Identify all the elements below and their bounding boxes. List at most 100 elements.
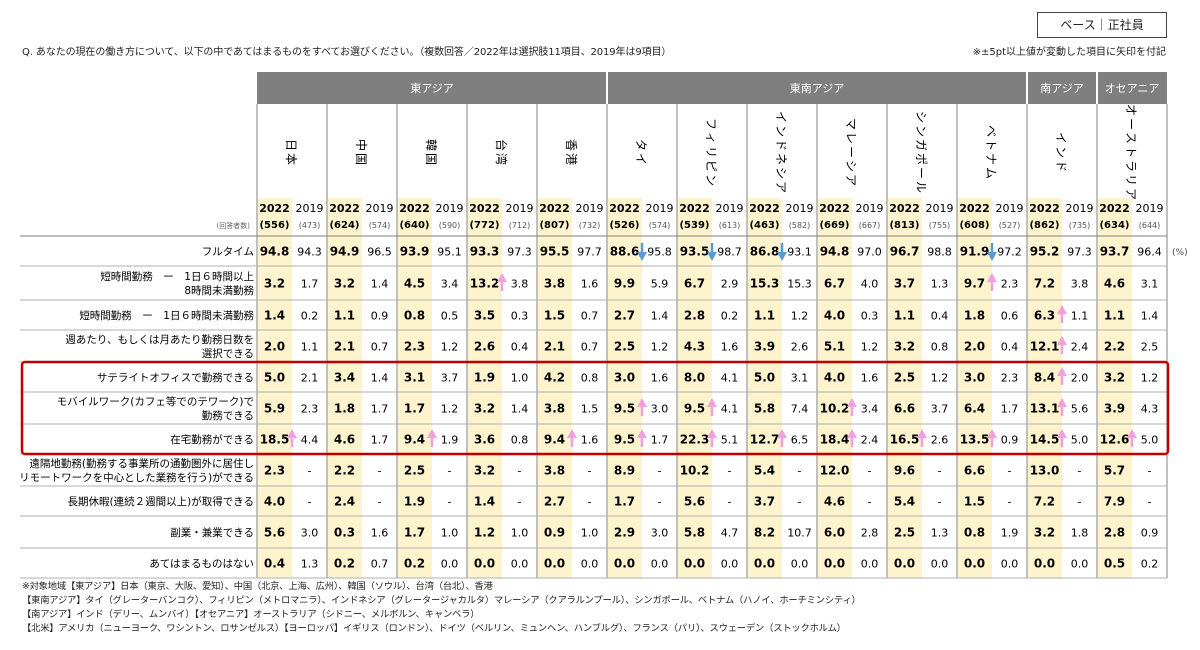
year-label-2022: 2022 (959, 202, 990, 215)
value-2019: 0.9 (1001, 434, 1019, 447)
respondents-2019: (590) (439, 221, 461, 230)
row-label: 遠隔地勤務(勤務する事業所の通勤圏外に居住し (29, 457, 254, 470)
value-2022: 8.2 (754, 526, 775, 540)
value-2022: 1.8 (334, 402, 355, 416)
country-label-char: ィ (704, 132, 718, 144)
year-label-2022: 2022 (399, 202, 430, 215)
value-2019: 1.7 (371, 434, 389, 447)
respondents-2019: (755) (929, 221, 951, 230)
value-2022: 2.8 (1104, 526, 1125, 540)
value-2019: 2.8 (861, 527, 879, 540)
value-2019: - (588, 496, 592, 509)
value-2022: 0.0 (474, 557, 495, 571)
value-2019: 0.8 (511, 434, 529, 447)
value-2019: 1.2 (441, 403, 459, 416)
respondents-2022: (772) (469, 220, 499, 231)
value-2019: 0.0 (1071, 558, 1089, 571)
country-label-char: イ (1054, 132, 1068, 144)
value-2022: 94.9 (330, 245, 360, 259)
value-2022: 10.2 (820, 402, 850, 416)
value-2022: 9.9 (614, 277, 635, 291)
value-2019: 0.2 (1141, 558, 1159, 571)
arrow-note: ※±5pt以上値が変動した項目に矢印を付記 (972, 47, 1166, 58)
value-2022: 5.8 (754, 402, 775, 416)
country-label-char: ア (774, 181, 788, 193)
value-2022: 3.8 (544, 277, 565, 291)
country-label-char: フ (704, 118, 718, 130)
value-2019: 1.6 (371, 527, 389, 540)
region-header-bg (257, 72, 607, 104)
value-2022: 3.2 (264, 277, 285, 291)
value-2019: - (658, 465, 662, 478)
value-2022: 3.8 (544, 402, 565, 416)
value-2022: 2.5 (894, 371, 915, 385)
arrow-up-icon (707, 398, 717, 407)
value-2022: 9.4 (404, 433, 425, 447)
value-2019: 2.6 (931, 434, 949, 447)
value-2022: 10.2 (680, 464, 710, 478)
value-2022: 3.8 (544, 464, 565, 478)
value-2019: 0.6 (1001, 310, 1019, 323)
respondents-2019: (732) (579, 221, 601, 230)
respondents-2019: (574) (649, 221, 671, 230)
value-2022: 12.6 (1100, 433, 1130, 447)
value-2019: 1.2 (1141, 372, 1159, 385)
value-2022: 95.2 (1030, 245, 1060, 259)
col-2022-shade (328, 198, 362, 578)
value-2019: 0.4 (1001, 341, 1019, 354)
arrow-up-icon (497, 273, 507, 282)
value-2022: 2.5 (894, 526, 915, 540)
value-2019: 0.2 (721, 310, 739, 323)
value-2022: 2.4 (334, 495, 355, 509)
value-2022: 5.6 (264, 526, 285, 540)
col-2022-shade (748, 198, 782, 578)
value-2019: 0.0 (791, 558, 809, 571)
value-2022: 91.9 (960, 245, 990, 259)
value-2019: 1.4 (1141, 310, 1159, 323)
value-2022: 0.0 (1034, 557, 1055, 571)
respondents-2022: (539) (679, 220, 709, 231)
value-2019: 1.4 (371, 372, 389, 385)
value-2022: 2.8 (684, 309, 705, 323)
value-2019: 2.3 (1001, 372, 1019, 385)
value-2022: 2.3 (264, 464, 285, 478)
value-2019: - (1008, 465, 1012, 478)
row-label: 在宅勤務ができる (170, 433, 254, 446)
respondents-2022: (634) (1099, 220, 1129, 231)
value-2022: 8.4 (1034, 371, 1055, 385)
value-2019: 6.5 (791, 434, 809, 447)
year-label-2019: 2019 (786, 202, 814, 215)
country-label-char: ン (914, 125, 928, 137)
value-2019: - (938, 465, 942, 478)
country-label-char: 台 (494, 139, 509, 151)
arrow-up-icon (1057, 367, 1067, 376)
year-label-2019: 2019 (296, 202, 324, 215)
value-2022: 0.0 (684, 557, 705, 571)
value-2022: 5.0 (264, 371, 285, 385)
value-2022: 1.7 (404, 402, 425, 416)
value-2019: - (378, 496, 382, 509)
value-2019: 7.4 (791, 403, 809, 416)
country-label-char: ア (844, 174, 858, 186)
country-label-char: リ (1124, 174, 1138, 186)
row-label: サテライトオフィスで勤務できる (97, 371, 254, 384)
value-2019: 1.4 (511, 403, 529, 416)
value-2019: 1.2 (441, 341, 459, 354)
arrow-up-icon (1127, 429, 1137, 438)
region-header-bg (1027, 72, 1097, 104)
value-2022: 3.7 (894, 277, 915, 291)
value-2019: 0.7 (371, 341, 389, 354)
value-2019: 3.7 (441, 372, 459, 385)
value-2022: 3.4 (334, 371, 355, 385)
country-label-char: ピ (704, 160, 718, 172)
value-2019: 5.0 (1141, 434, 1159, 447)
value-2019: 3.0 (651, 403, 669, 416)
value-2019: 95.1 (437, 246, 462, 259)
value-2019: - (728, 496, 732, 509)
value-2019: 94.3 (297, 246, 322, 259)
respondents-2019: (473) (299, 221, 321, 230)
value-2019: - (1008, 496, 1012, 509)
country-label-char: イ (634, 153, 648, 165)
year-label-2019: 2019 (646, 202, 674, 215)
col-2022-shade (1028, 198, 1062, 578)
